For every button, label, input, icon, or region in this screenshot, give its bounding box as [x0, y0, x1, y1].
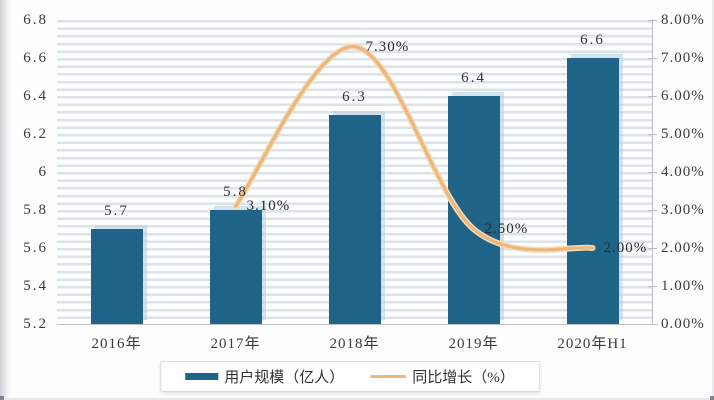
- x-axis-tick-label: 2016年: [91, 336, 142, 352]
- line-point-label: 7.30%: [365, 38, 410, 55]
- left-axis-tick-label: 6.2: [23, 126, 48, 142]
- bar-value-label: 6.3: [342, 89, 367, 105]
- bar-value-label: 6.6: [580, 32, 605, 48]
- legend-bar-swatch: [185, 373, 219, 380]
- x-axis-tick-label: 2020年H1: [557, 336, 628, 352]
- window-right-edge: [712, 0, 714, 400]
- corner-mark-bottom-left: [0, 396, 4, 400]
- left-axis-tick-label: 5.2: [23, 316, 48, 332]
- line-point-label: 3.10%: [246, 198, 291, 215]
- right-axis-tick-mark: [648, 324, 657, 325]
- left-axis-tick-label: 6.6: [23, 50, 48, 66]
- window-bottom-edge: [0, 398, 714, 400]
- right-axis-tick-mark: [648, 210, 657, 211]
- bar-value-label: 6.4: [461, 70, 486, 86]
- x-axis-line: [57, 324, 658, 325]
- line-point-label: 2.00%: [603, 240, 648, 256]
- bar: [328, 115, 381, 324]
- right-axis-tick-mark: [648, 248, 657, 249]
- right-axis-tick-mark: [648, 172, 657, 173]
- x-axis-tick-label: 2017年: [210, 336, 261, 352]
- legend-label: 用户规模（亿人）: [224, 370, 345, 386]
- bar: [566, 58, 619, 324]
- legend-item: 用户规模（亿人）: [185, 366, 344, 387]
- x-axis-tick-label: 2018年: [329, 336, 380, 352]
- left-axis-tick-label: 5.8: [23, 202, 48, 218]
- right-axis-tick-mark: [648, 20, 657, 21]
- bar-value-label: 5.7: [104, 203, 129, 219]
- right-axis-tick-label: 0.00%: [661, 316, 705, 332]
- right-axis-tick-mark: [648, 96, 657, 97]
- left-axis-tick-label: 6: [38, 164, 48, 180]
- right-axis-tick-label: 2.00%: [661, 240, 705, 256]
- left-axis-tick-label: 5.6: [23, 240, 48, 256]
- bar: [90, 229, 143, 324]
- window-left-edge: [0, 0, 12, 400]
- left-axis-tick-label: 6.8: [23, 12, 48, 28]
- left-axis-tick-label: 5.4: [23, 278, 48, 294]
- corner-mark-bottom-right: [710, 396, 714, 400]
- bar-value-label: 5.8: [223, 184, 248, 200]
- legend-label: 同比增长（%）: [412, 370, 515, 386]
- legend-line-swatch: [370, 375, 407, 378]
- right-axis-tick-label: 7.00%: [661, 50, 705, 66]
- right-axis-tick-mark: [648, 134, 657, 135]
- right-axis-tick-label: 3.00%: [661, 202, 705, 218]
- right-axis-tick-mark: [648, 286, 657, 287]
- left-axis-tick-label: 6.4: [23, 88, 48, 104]
- right-axis-tick-mark: [648, 58, 657, 59]
- bar: [209, 210, 262, 324]
- line-point-label: 2.50%: [484, 221, 529, 237]
- legend: 用户规模（亿人） 同比增长（%）: [160, 361, 540, 392]
- right-axis-tick-label: 5.00%: [661, 126, 705, 142]
- x-axis-tick-label: 2019年: [448, 336, 499, 352]
- right-axis-tick-label: 4.00%: [661, 164, 705, 180]
- bar: [447, 96, 500, 324]
- right-axis-tick-label: 6.00%: [661, 88, 705, 104]
- right-axis-tick-label: 1.00%: [661, 278, 705, 294]
- right-axis-tick-label: 8.00%: [661, 12, 705, 28]
- legend-item: 同比增长（%）: [370, 366, 515, 387]
